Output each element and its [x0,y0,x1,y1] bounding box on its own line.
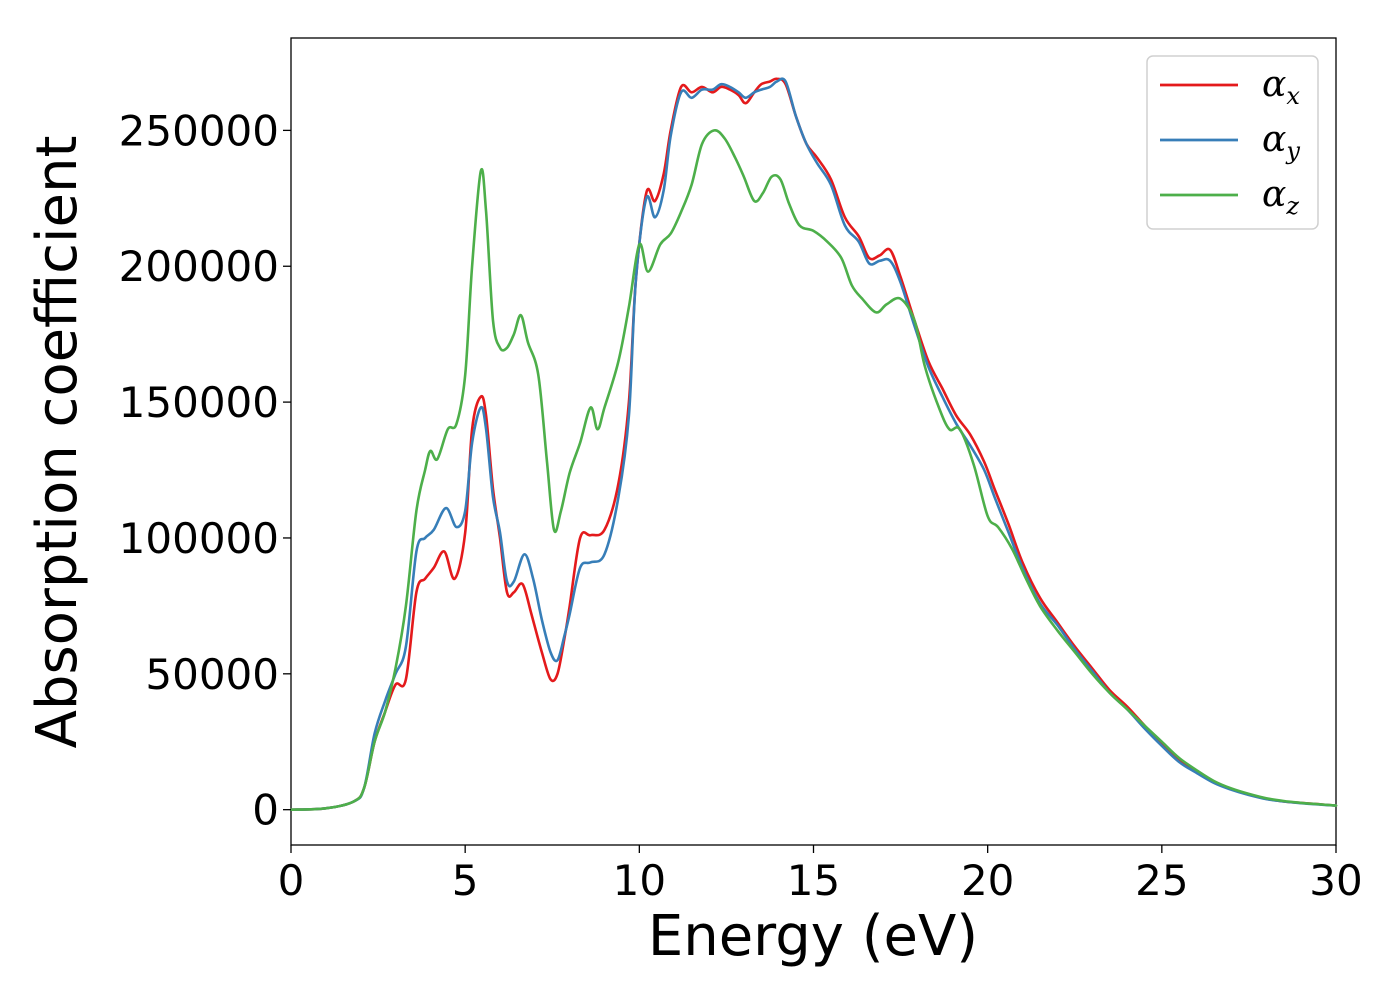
y-tick-label: 200000 [119,242,279,291]
x-tick-label: 0 [278,856,305,905]
legend-label-x: αx [1262,64,1300,110]
x-tick-label: 5 [452,856,479,905]
x-tick-label: 15 [787,856,840,905]
legend-label-y: αy [1262,119,1300,165]
x-tick-label: 20 [961,856,1014,905]
y-tick-label: 100000 [119,514,279,563]
y-ticks: 0 50000 100000 150000 200000 250000 [119,106,291,835]
series-line-alpha-x [289,77,1338,811]
x-tick-label: 30 [1309,856,1362,905]
legend: αx αy αz [1146,55,1319,230]
legend-box [1146,55,1319,230]
y-tick-label: 0 [252,786,279,835]
x-ticks: 0 5 10 15 20 25 30 [278,845,1363,905]
series-layer [289,77,1338,811]
x-axis-label: Energy (eV) [648,904,978,969]
y-tick-label: 150000 [119,378,279,427]
series-line-alpha-z [289,129,1338,811]
legend-label-z: αz [1262,174,1299,220]
series-line-alpha-y [289,77,1338,811]
x-tick-label: 10 [613,856,666,905]
y-axis-label: Absorption coefficient [25,136,90,749]
y-tick-label: 250000 [119,106,279,155]
y-tick-label: 50000 [145,650,279,699]
x-tick-label: 25 [1135,856,1188,905]
